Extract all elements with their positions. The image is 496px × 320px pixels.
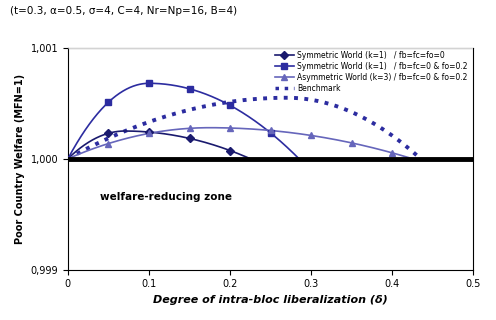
Text: (t=0.3, α=0.5, σ=4, C=4, Nr=Np=16, B=4): (t=0.3, α=0.5, σ=4, C=4, Nr=Np=16, B=4) bbox=[10, 6, 237, 16]
X-axis label: Degree of intra-bloc liberalization (δ): Degree of intra-bloc liberalization (δ) bbox=[153, 295, 388, 305]
Legend: Symmetric World (k=1)   / fb=fc=fo=0, Symmetric World (k=1)   / fb=fc=0 & fo=0.2: Symmetric World (k=1) / fb=fc=fo=0, Symm… bbox=[273, 49, 470, 94]
Y-axis label: Poor Country Welfare (MFN=1): Poor Country Welfare (MFN=1) bbox=[15, 74, 25, 244]
Text: welfare-reducing zone: welfare-reducing zone bbox=[100, 192, 232, 202]
